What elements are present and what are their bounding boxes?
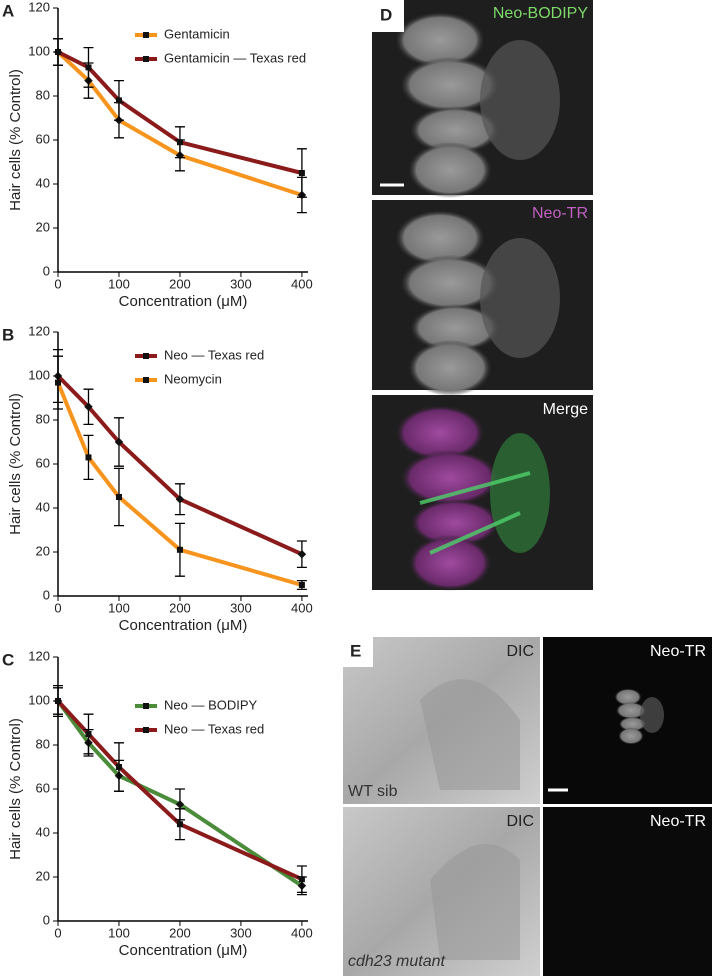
panel-label: E xyxy=(350,641,361,660)
panel-label: A xyxy=(2,1,14,20)
panel-label: D xyxy=(380,5,392,24)
x-tick-label: 300 xyxy=(230,600,252,615)
panel-label: C xyxy=(2,650,14,669)
y-tick-label: 0 xyxy=(43,912,50,927)
y-tick-label: 40 xyxy=(36,499,50,514)
x-axis-label: Concentration (μM) xyxy=(119,942,248,959)
point xyxy=(298,170,305,176)
y-axis-label: Hair cells (% Control) xyxy=(7,69,24,211)
legend-marker xyxy=(143,56,149,62)
y-tick-label: 100 xyxy=(28,692,50,707)
image-title: Neo-TR xyxy=(650,643,706,660)
image-title: Neo-TR xyxy=(532,205,588,222)
legend-marker xyxy=(143,377,149,383)
x-tick-label: 100 xyxy=(108,925,130,940)
point xyxy=(176,821,183,828)
point xyxy=(85,64,92,71)
point xyxy=(55,698,61,704)
image-title: Merge xyxy=(543,401,588,418)
y-tick-label: 0 xyxy=(43,587,50,602)
y-tick-label: 20 xyxy=(36,868,50,883)
point xyxy=(298,876,305,883)
legend-marker xyxy=(143,32,149,38)
point xyxy=(85,454,92,461)
point xyxy=(84,402,93,412)
y-axis-label: Hair cells (% Control) xyxy=(7,718,24,860)
y-tick-label: 100 xyxy=(28,367,50,382)
panel-d: D Neo-BODIPY Neo-TR Merge xyxy=(372,0,593,593)
x-tick-label: 0 xyxy=(54,276,61,291)
chart: 0 20 40 60 80 100 120 0 100 200 300 400 Concentratio… xyxy=(2,0,313,310)
legend-label: Gentamicin xyxy=(164,26,230,41)
image-title: DIC xyxy=(506,813,534,830)
legend-marker xyxy=(143,353,149,359)
y-tick-label: 20 xyxy=(36,543,50,558)
y-tick-label: 0 xyxy=(43,263,50,278)
legend-marker xyxy=(143,703,149,709)
point xyxy=(55,49,61,55)
y-tick-label: 60 xyxy=(36,780,50,795)
x-tick-label: 400 xyxy=(291,925,313,940)
x-tick-label: 200 xyxy=(169,600,191,615)
y-tick-label: 60 xyxy=(36,455,50,470)
chart: 0 20 40 60 80 100 120 0 100 200 300 400 Concentratio… xyxy=(2,323,313,634)
image-title: Neo-BODIPY xyxy=(493,5,588,22)
x-axis-label: Concentration (μM) xyxy=(119,617,248,634)
y-tick-label: 60 xyxy=(36,131,50,146)
panel-label: B xyxy=(2,325,14,344)
x-tick-label: 300 xyxy=(230,276,252,291)
point xyxy=(115,764,122,770)
image-title: DIC xyxy=(506,643,534,660)
image-caption: WT sib xyxy=(348,783,398,800)
point xyxy=(85,731,92,737)
y-tick-label: 80 xyxy=(36,736,50,751)
x-tick-label: 300 xyxy=(230,925,252,940)
image xyxy=(543,807,712,976)
point xyxy=(176,546,183,553)
x-tick-label: 0 xyxy=(54,600,61,615)
y-tick-label: 80 xyxy=(36,411,50,426)
point xyxy=(115,494,122,500)
y-tick-label: 40 xyxy=(36,175,50,190)
point xyxy=(175,494,185,504)
legend-marker xyxy=(143,727,149,733)
point xyxy=(55,379,61,386)
image-title: Neo-TR xyxy=(650,813,706,830)
x-tick-label: 100 xyxy=(108,276,130,291)
image-caption: cdh23 mutant xyxy=(348,953,446,970)
y-tick-label: 120 xyxy=(28,648,50,663)
y-tick-label: 120 xyxy=(28,323,50,338)
x-tick-label: 200 xyxy=(169,276,191,291)
y-tick-label: 40 xyxy=(36,824,50,839)
x-axis-label: Concentration (μM) xyxy=(119,293,248,310)
legend-label: Neo — BODIPY xyxy=(164,697,258,712)
y-axis-label: Hair cells (% Control) xyxy=(7,393,24,535)
x-tick-label: 200 xyxy=(169,925,191,940)
legend-label: Neo — Texas red xyxy=(164,721,264,736)
chart: 0 20 40 60 80 100 120 0 100 200 300 400 Concentratio… xyxy=(2,648,313,959)
y-tick-label: 120 xyxy=(28,0,50,14)
point xyxy=(297,549,307,559)
y-tick-label: 100 xyxy=(28,43,50,58)
y-tick-label: 20 xyxy=(36,219,50,234)
legend-label: Gentamicin — Texas red xyxy=(164,50,306,65)
legend-label: Neo — Texas red xyxy=(164,347,264,362)
y-tick-label: 80 xyxy=(36,87,50,102)
legend-label: Neomycin xyxy=(164,371,222,386)
x-tick-label: 100 xyxy=(108,600,130,615)
point xyxy=(176,139,183,146)
point xyxy=(115,97,122,104)
x-tick-label: 0 xyxy=(54,925,61,940)
x-tick-label: 400 xyxy=(291,276,313,291)
point xyxy=(114,437,124,447)
x-tick-label: 400 xyxy=(291,600,313,615)
panel-e: E DIC Neo-TR DIC Neo-TR WT sib cdh23 mut… xyxy=(343,637,712,976)
point xyxy=(298,582,305,588)
